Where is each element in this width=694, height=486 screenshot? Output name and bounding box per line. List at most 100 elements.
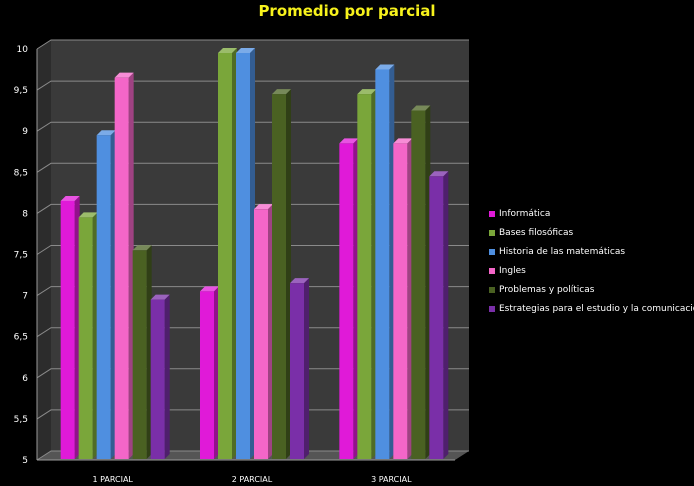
gridline	[36, 39, 469, 50]
bar-top	[132, 245, 152, 251]
chart-title: Promedio por parcial	[258, 2, 436, 20]
y-tick-label: 5,5	[14, 415, 28, 425]
bar-top	[78, 212, 98, 218]
legend-item: Problemas y políticas	[489, 280, 694, 299]
x-tick-label: 3 PARCIAL	[371, 475, 412, 484]
bar	[357, 94, 372, 459]
y-tick-label: 9,5	[14, 86, 28, 96]
bar-side	[146, 245, 152, 459]
bar-side	[353, 138, 359, 460]
legend-label: Informática	[499, 208, 551, 219]
legend-label: Historia de las matemáticas	[499, 246, 626, 257]
gridline	[36, 327, 469, 338]
bar	[272, 94, 286, 459]
y-tick-label: 7,5	[14, 251, 28, 261]
bar	[236, 53, 250, 459]
legend-swatch	[489, 229, 495, 236]
bar-top	[375, 64, 395, 70]
legend-label: Problemas y políticas	[499, 284, 595, 295]
legend-label: Ingles	[499, 265, 526, 276]
bar	[429, 176, 444, 460]
y-tick-label: 6,5	[14, 333, 28, 343]
bar-side	[268, 204, 273, 459]
bar-top	[150, 294, 170, 300]
gridline	[36, 450, 469, 461]
legend-item: Estrategias para el estudio y la comunic…	[489, 299, 694, 318]
bar-side	[286, 89, 291, 459]
bar-side	[110, 130, 116, 459]
legend-item: Ingles	[489, 261, 694, 280]
y-tick-label: 7	[22, 292, 28, 302]
bar	[132, 250, 147, 459]
bar-top	[96, 130, 116, 136]
bar-top	[339, 138, 359, 144]
bar-side	[250, 48, 255, 459]
x-tick-label: 1 PARCIAL	[92, 475, 133, 484]
y-tick-label: 9	[22, 127, 28, 137]
bar-side	[164, 294, 170, 459]
y-tick-label: 5	[22, 456, 28, 466]
bar	[96, 135, 111, 459]
y-tick-label: 8	[22, 209, 28, 219]
bar	[411, 110, 426, 459]
bar	[60, 200, 75, 459]
bar-side	[214, 286, 219, 459]
legend-swatch	[489, 248, 495, 255]
bar-top	[254, 204, 273, 210]
bar-side	[304, 278, 309, 459]
gridline	[36, 409, 469, 420]
legend-swatch	[489, 305, 495, 312]
legend-swatch	[489, 210, 495, 217]
bar-side	[443, 171, 449, 460]
gridline	[36, 245, 469, 255]
bar-top	[236, 48, 255, 53]
bar-top	[60, 195, 80, 201]
bar	[393, 143, 408, 460]
bar	[339, 143, 354, 460]
gridline	[36, 162, 469, 173]
bar-side	[74, 195, 80, 459]
bar	[218, 53, 232, 459]
bar	[78, 217, 93, 459]
bar-top	[200, 286, 219, 292]
bar	[114, 77, 129, 459]
bar-top	[272, 89, 291, 95]
bar	[150, 299, 165, 459]
bar	[254, 209, 268, 459]
bar-top	[290, 278, 309, 284]
gridline	[36, 80, 469, 91]
gridline	[36, 121, 469, 132]
bar-side	[425, 105, 431, 459]
y-tick-label: 6	[22, 374, 28, 384]
bar-side	[232, 48, 237, 459]
bar-top	[357, 89, 377, 95]
y-tick-label: 8,5	[14, 168, 28, 178]
legend: Informática Bases filosóficas Historia de …	[489, 204, 694, 318]
bar-top	[429, 171, 449, 177]
bar-side	[128, 72, 134, 459]
bar-top	[411, 105, 431, 111]
bar-side	[407, 138, 413, 460]
gridline	[36, 286, 469, 297]
bar	[200, 291, 214, 459]
legend-item: Historia de las matemáticas	[489, 242, 694, 261]
legend-item: Informática	[489, 204, 694, 223]
bar-side	[92, 212, 98, 459]
legend-swatch	[489, 286, 495, 293]
legend-label: Bases filosóficas	[499, 227, 574, 238]
bar-top	[114, 72, 134, 78]
bar-side	[371, 89, 377, 459]
gridline	[36, 368, 469, 379]
bar	[290, 283, 304, 459]
y-tick-label: 10	[17, 45, 29, 55]
x-tick-label: 2 PARCIAL	[232, 475, 273, 484]
bar	[375, 69, 390, 459]
bar-top	[393, 138, 413, 144]
gridline	[36, 203, 469, 214]
legend-item: Bases filosóficas	[489, 223, 694, 242]
legend-label: Estrategias para el estudio y la comunic…	[499, 303, 694, 314]
bar-top	[218, 48, 237, 53]
bar-side	[389, 64, 395, 459]
